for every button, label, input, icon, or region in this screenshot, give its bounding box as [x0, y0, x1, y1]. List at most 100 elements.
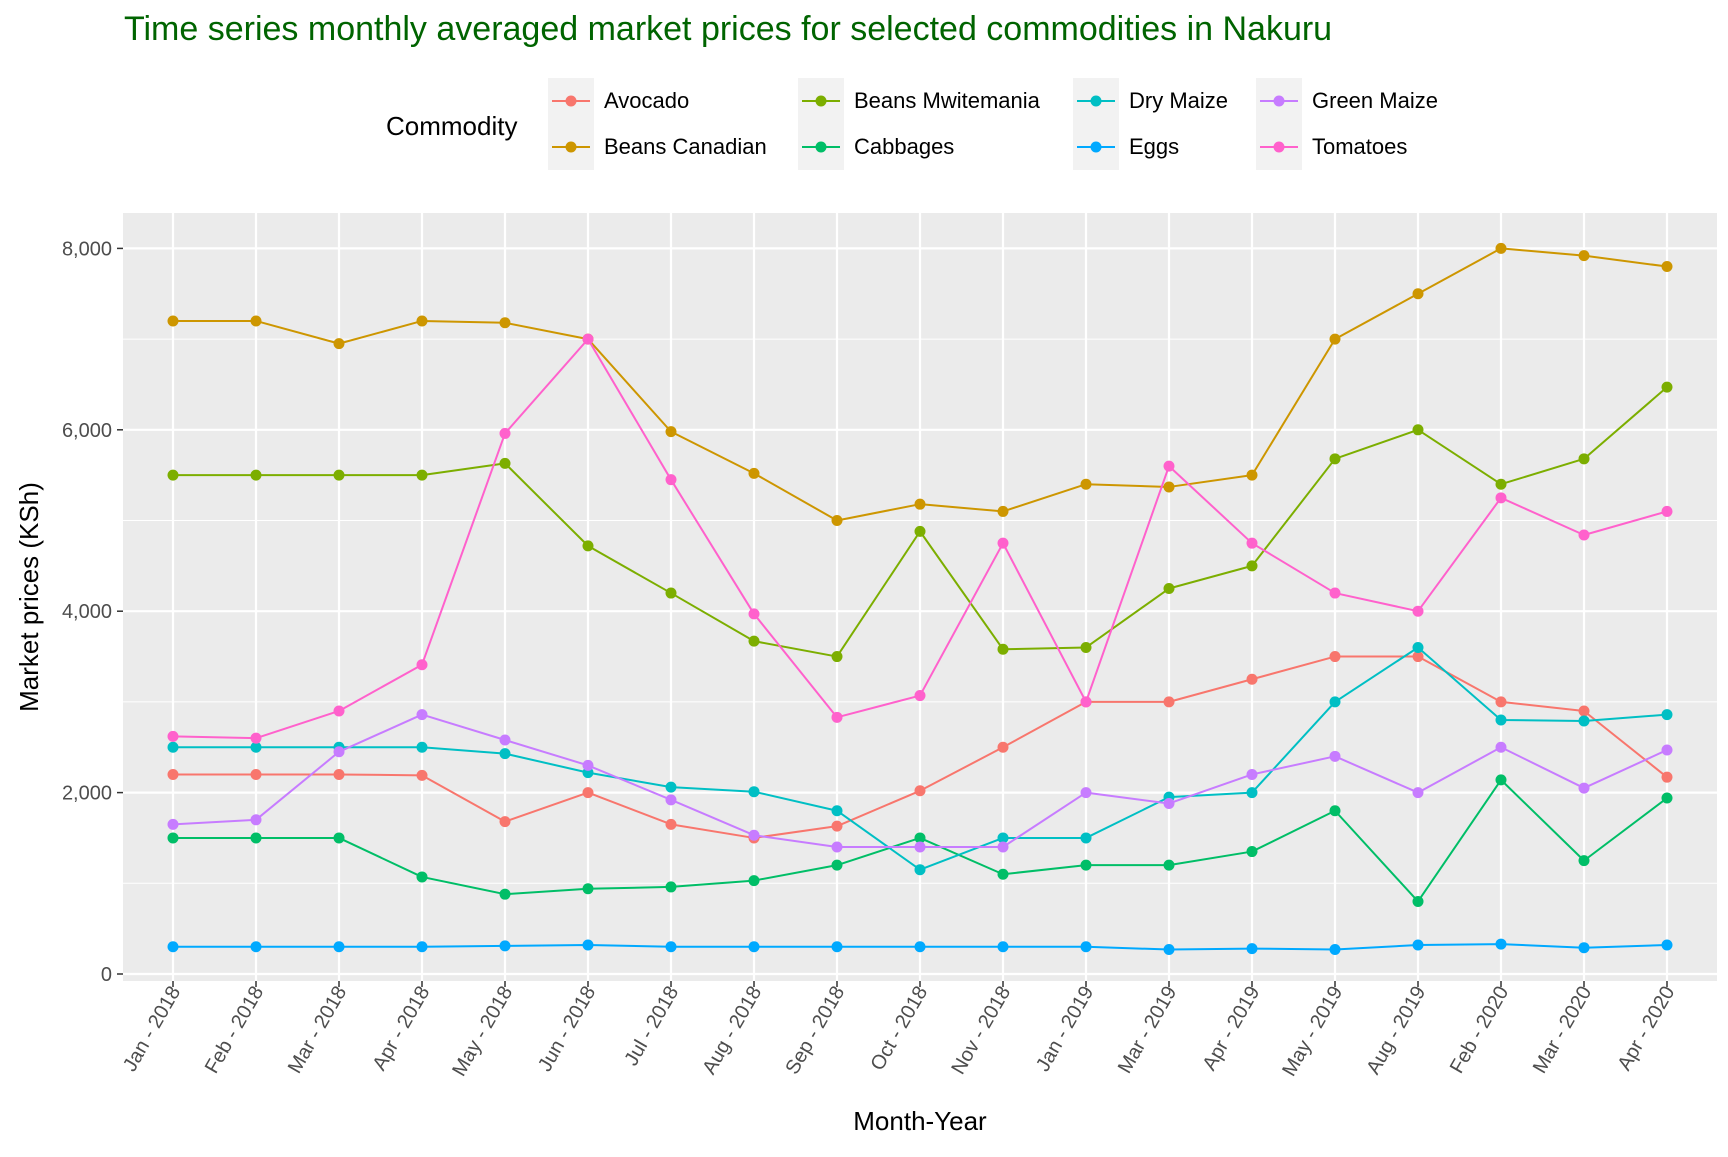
data-point-green-maize: [1080, 787, 1092, 799]
data-point-cabbages: [1495, 774, 1507, 786]
x-tick-label: Aug - 2019: [1362, 983, 1430, 1079]
data-point-beans-canadian: [1163, 481, 1175, 493]
data-point-eggs: [831, 941, 843, 953]
data-point-beans-mwitemania: [665, 587, 677, 599]
data-point-avocado: [167, 768, 179, 780]
legend-key-point: [565, 95, 577, 107]
data-point-green-maize: [1246, 768, 1258, 780]
data-point-eggs: [1412, 939, 1424, 951]
data-point-avocado: [416, 769, 428, 781]
x-tick-label: Jul - 2018: [620, 983, 683, 1070]
data-point-dry-maize: [1661, 709, 1673, 721]
data-point-eggs: [1329, 944, 1341, 956]
data-point-avocado: [1246, 673, 1258, 685]
legend-label: Dry Maize: [1129, 88, 1228, 113]
data-point-cabbages: [416, 871, 428, 883]
data-point-beans-mwitemania: [1163, 583, 1175, 595]
data-point-avocado: [997, 741, 1009, 753]
data-point-beans-canadian: [1412, 288, 1424, 300]
data-point-beans-mwitemania: [831, 651, 843, 663]
series-dry-maize: [167, 641, 1673, 876]
data-point-beans-canadian: [665, 426, 677, 438]
data-point-avocado: [333, 768, 345, 780]
data-point-tomatoes: [1412, 605, 1424, 617]
chart-title: Time series monthly averaged market pric…: [124, 10, 1332, 48]
data-point-beans-mwitemania: [1080, 641, 1092, 653]
data-point-dry-maize: [1495, 714, 1507, 726]
data-point-eggs: [582, 939, 594, 951]
legend-key-point: [815, 95, 827, 107]
data-point-tomatoes: [1329, 587, 1341, 599]
data-point-beans-canadian: [997, 505, 1009, 517]
data-point-eggs: [416, 941, 428, 953]
y-tick-label: 4,000: [62, 601, 112, 623]
data-point-eggs: [1080, 941, 1092, 953]
legend-item-avocado: Avocado: [548, 78, 689, 124]
x-tick-label: Nov - 2018: [947, 983, 1015, 1079]
data-point-cabbages: [1080, 859, 1092, 871]
legend-label: Eggs: [1129, 134, 1179, 159]
data-point-eggs: [499, 940, 511, 952]
x-tick-label: Jan - 2018: [119, 983, 185, 1076]
legend-label: Beans Canadian: [604, 134, 767, 159]
series-beans-canadian: [167, 242, 1673, 526]
series-eggs: [167, 938, 1673, 956]
legend: Commodity Avocado Beans Canadian Beans Mwi…: [386, 78, 1438, 170]
legend-item-dry-maize: Dry Maize: [1073, 78, 1228, 124]
data-point-dry-maize: [997, 832, 1009, 844]
data-point-cabbages: [748, 875, 760, 887]
data-point-green-maize: [831, 841, 843, 853]
legend-title: Commodity: [386, 111, 517, 141]
legend-label: Avocado: [604, 88, 689, 113]
data-point-eggs: [1495, 938, 1507, 950]
x-tick-label: Apr - 2019: [1199, 983, 1265, 1075]
x-tick-label: Jun - 2018: [534, 983, 600, 1076]
data-point-dry-maize: [831, 805, 843, 817]
data-point-beans-mwitemania: [1578, 453, 1590, 465]
data-point-cabbages: [250, 832, 262, 844]
data-point-tomatoes: [333, 705, 345, 717]
data-point-beans-canadian: [1661, 261, 1673, 273]
data-point-green-maize: [1495, 741, 1507, 753]
x-tick-label: Feb - 2018: [201, 983, 268, 1078]
data-point-green-maize: [1163, 797, 1175, 809]
data-point-dry-maize: [416, 741, 428, 753]
data-point-dry-maize: [665, 781, 677, 793]
data-point-tomatoes: [1578, 529, 1590, 541]
data-point-eggs: [167, 941, 179, 953]
data-point-cabbages: [997, 868, 1009, 880]
data-point-eggs: [914, 941, 926, 953]
data-point-dry-maize: [1412, 641, 1424, 653]
data-point-avocado: [1495, 696, 1507, 708]
series-green-maize: [167, 709, 1673, 853]
data-point-dry-maize: [250, 741, 262, 753]
data-point-green-maize: [1412, 787, 1424, 799]
x-tick-label: May - 2019: [1278, 983, 1347, 1081]
data-point-cabbages: [333, 832, 345, 844]
data-point-tomatoes: [914, 690, 926, 702]
data-point-eggs: [748, 941, 760, 953]
data-point-cabbages: [1163, 859, 1175, 871]
data-point-green-maize: [416, 709, 428, 721]
data-point-avocado: [582, 787, 594, 799]
x-tick-label: Jan - 2019: [1032, 983, 1098, 1076]
legend-label: Beans Mwitemania: [854, 88, 1041, 113]
x-tick-label: Apr - 2018: [369, 983, 435, 1075]
data-point-avocado: [1578, 705, 1590, 717]
data-point-eggs: [997, 941, 1009, 953]
legend-item-cabbages: Cabbages: [798, 124, 954, 170]
data-point-beans-canadian: [499, 317, 511, 329]
data-point-tomatoes: [831, 711, 843, 723]
y-tick-label: 2,000: [62, 783, 112, 805]
data-point-beans-canadian: [831, 515, 843, 526]
x-tick-label: May - 2018: [448, 983, 517, 1081]
x-tick-label: Aug - 2018: [698, 983, 766, 1079]
data-point-dry-maize: [1246, 787, 1258, 799]
data-point-tomatoes: [1661, 505, 1673, 517]
data-point-green-maize: [1661, 744, 1673, 756]
x-tick-label: Mar - 2020: [1529, 983, 1596, 1078]
data-point-avocado: [831, 820, 843, 832]
data-point-tomatoes: [1495, 492, 1507, 504]
legend-item-beans-canadian: Beans Canadian: [548, 124, 767, 170]
